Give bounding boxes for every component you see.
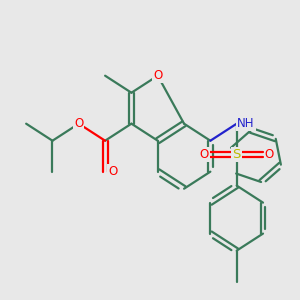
Text: NH: NH	[237, 117, 255, 130]
Text: O: O	[108, 165, 118, 178]
Text: O: O	[153, 69, 162, 82]
Text: O: O	[74, 117, 83, 130]
Text: O: O	[200, 148, 209, 161]
Text: O: O	[265, 148, 274, 161]
Text: S: S	[232, 148, 241, 161]
